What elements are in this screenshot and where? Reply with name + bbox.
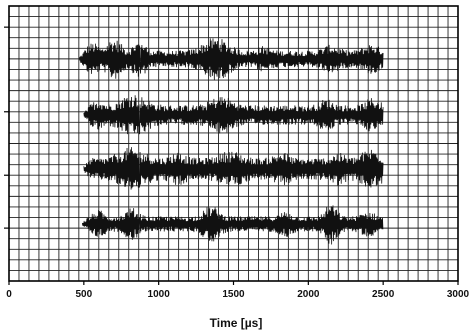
x-tick-label: 2000: [297, 289, 320, 300]
x-tick-label: 2500: [372, 289, 395, 300]
waveform-trace: [81, 205, 384, 245]
axes: [4, 5, 459, 285]
x-tick-label: 1500: [222, 289, 245, 300]
x-axis-title: Time [µs]: [210, 316, 263, 330]
x-tick-label: 1000: [148, 289, 171, 300]
waveform-trace: [83, 95, 384, 135]
x-tick-label: 500: [75, 289, 92, 300]
waveform-traces: [78, 38, 384, 245]
x-tick-label: 3000: [447, 289, 470, 300]
waveform-trace: [78, 38, 384, 81]
waveform-trace: [83, 147, 384, 190]
x-tick-label: 0: [6, 289, 12, 300]
grid: [8, 5, 459, 282]
x-tick-labels: 0 500 1000 1500 2000 2500 3000: [6, 289, 469, 300]
